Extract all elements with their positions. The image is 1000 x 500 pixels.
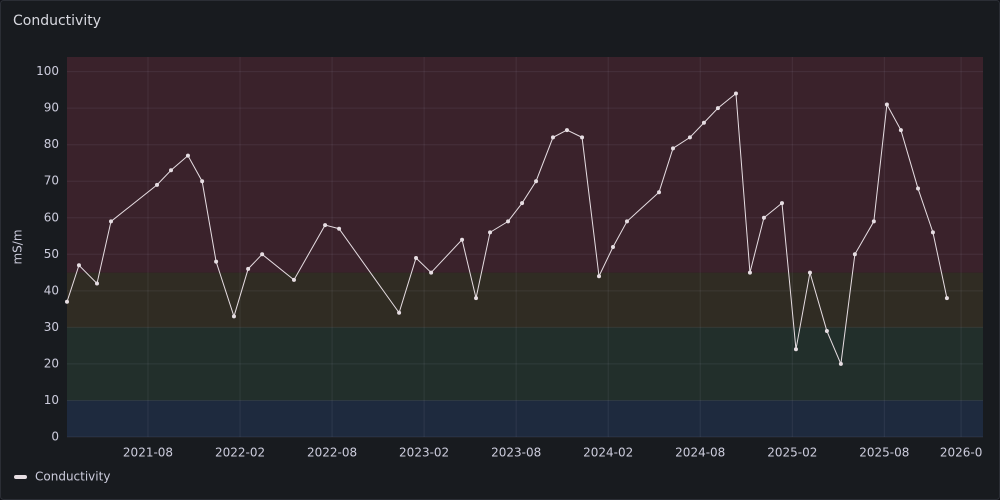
y-tick-label: 30 (44, 320, 59, 334)
data-point (793, 347, 798, 352)
threshold-band (67, 400, 983, 437)
data-point (260, 252, 265, 257)
data-point (200, 179, 205, 184)
data-point (779, 201, 784, 206)
y-tick-label: 50 (44, 247, 59, 261)
data-point (429, 270, 434, 275)
data-point (884, 102, 889, 107)
data-point (506, 219, 511, 224)
data-point (657, 190, 662, 195)
data-point (687, 135, 692, 140)
data-point (747, 270, 752, 275)
data-point (323, 223, 328, 228)
data-point (898, 128, 903, 133)
data-point (916, 186, 921, 191)
data-point (944, 296, 949, 301)
data-point (108, 219, 113, 224)
x-tick-label: 2023-08 (491, 446, 541, 460)
data-point (534, 179, 539, 184)
data-point (291, 277, 296, 282)
data-point (460, 237, 465, 242)
data-point (185, 153, 190, 158)
data-point (488, 230, 493, 235)
data-point (214, 259, 219, 264)
data-line (66, 92, 948, 366)
y-tick-label: 70 (44, 174, 59, 188)
data-point (930, 230, 935, 235)
data-point (838, 361, 843, 366)
data-point (231, 314, 236, 319)
x-tick-label: 2025-08 (859, 446, 909, 460)
y-tick-label: 90 (44, 101, 59, 115)
data-point (76, 263, 81, 268)
data-point (610, 245, 615, 249)
threshold-band (67, 272, 983, 328)
x-tick-label: 2023-02 (399, 446, 449, 460)
data-point (715, 106, 720, 111)
data-point (733, 91, 738, 96)
data-point (701, 120, 706, 125)
data-point (65, 299, 69, 304)
data-point (624, 219, 629, 224)
y-axis-label: mS/m (11, 229, 25, 264)
x-tick-label: 2022-08 (307, 446, 357, 460)
data-point (397, 310, 402, 315)
y-tick-label: 0 (51, 430, 59, 444)
data-point (414, 255, 419, 260)
x-tick-label: 2024-08 (675, 446, 725, 460)
x-tick-label: 2024-02 (583, 446, 633, 460)
y-tick-label: 60 (44, 210, 59, 224)
x-tick-label: 2026-0 (940, 446, 983, 460)
y-tick-label: 80 (44, 137, 59, 151)
data-point (474, 296, 479, 301)
panel-title: Conductivity (13, 13, 101, 29)
x-tick-label: 2025-02 (767, 446, 817, 460)
x-tick-label: 2022-02 (215, 446, 265, 460)
threshold-band (67, 57, 983, 273)
data-point (871, 219, 876, 224)
data-point (597, 274, 602, 279)
data-point (155, 182, 160, 187)
data-point (824, 329, 829, 334)
y-tick-label: 40 (44, 283, 59, 297)
y-tick-label: 10 (44, 393, 59, 407)
data-point (852, 252, 857, 257)
y-tick-label: 20 (44, 356, 59, 370)
data-point (169, 168, 174, 173)
legend-swatch (14, 475, 27, 479)
data-point (520, 201, 525, 206)
x-tick-label: 2021-08 (123, 446, 173, 460)
data-point (550, 135, 555, 140)
y-tick-label: 100 (36, 64, 59, 78)
data-point (807, 270, 812, 275)
data-point (337, 226, 342, 231)
data-point (564, 128, 569, 133)
data-point (580, 135, 585, 140)
legend-label: Conductivity (35, 470, 110, 484)
data-point (671, 146, 676, 151)
data-point (761, 215, 766, 220)
data-point (95, 281, 100, 286)
data-point (246, 266, 251, 271)
